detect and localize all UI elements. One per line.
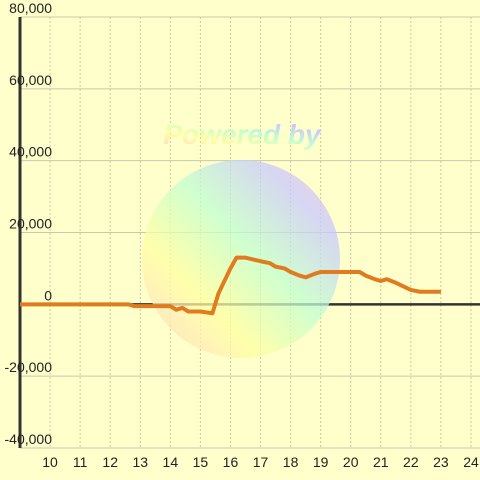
x-tick-label: 12: [102, 454, 118, 470]
y-tick-label: 0: [44, 287, 52, 303]
y-tick-label: -20,000: [5, 359, 53, 375]
x-tick-label: 10: [42, 454, 58, 470]
x-tick-label: 14: [163, 454, 179, 470]
y-tick-label: 40,000: [9, 144, 52, 160]
x-tick-label: 23: [433, 454, 449, 470]
x-tick-label: 11: [73, 454, 88, 470]
y-tick-label: -40,000: [5, 431, 53, 447]
x-tick-label: 16: [223, 454, 239, 470]
y-tick-label: 80,000: [9, 0, 52, 16]
line-series: [20, 255, 441, 316]
x-tick-label: 22: [403, 454, 419, 470]
x-tick-label: 15: [193, 454, 209, 470]
x-tick-label: 19: [313, 454, 329, 470]
x-tick-label: 21: [373, 454, 389, 470]
x-tick-label: 24: [463, 454, 479, 470]
x-tick-label: 17: [253, 454, 269, 470]
y-tick-label: 60,000: [9, 72, 52, 88]
watermark-text: Powered by: [163, 119, 322, 150]
x-tick-label: 18: [283, 454, 299, 470]
x-tick-label: 20: [343, 454, 359, 470]
x-tick-label: 13: [132, 454, 148, 470]
y-tick-label: 20,000: [9, 216, 52, 232]
